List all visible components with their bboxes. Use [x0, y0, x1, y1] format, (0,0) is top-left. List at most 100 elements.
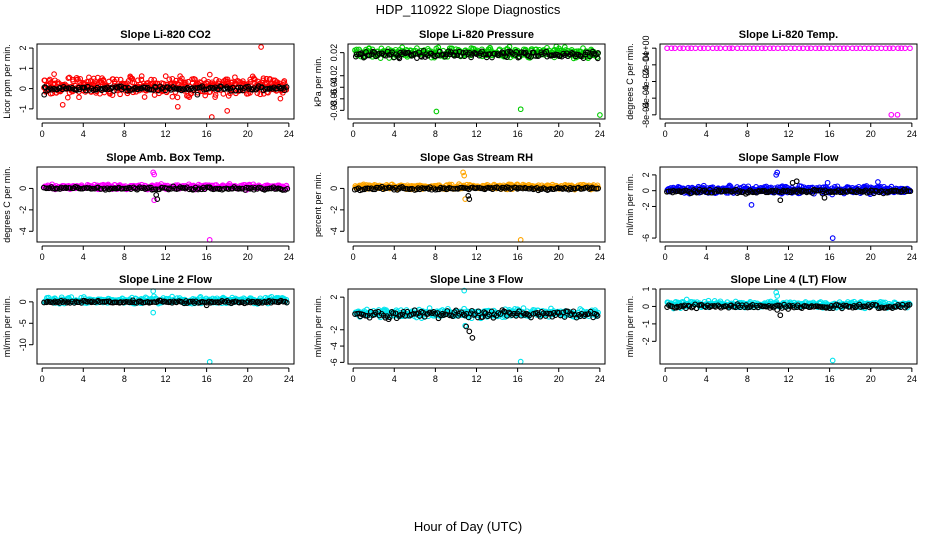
data-point	[807, 304, 814, 310]
x-tick-label: 12	[471, 129, 481, 139]
x-tick-label: 0	[40, 129, 45, 139]
data-point	[100, 77, 107, 83]
y-tick-label: -1	[641, 320, 651, 328]
panel-frame	[659, 43, 918, 120]
data-point	[189, 298, 196, 305]
data-point	[869, 301, 876, 308]
data-point	[135, 77, 141, 84]
x-tick-label: 20	[243, 129, 253, 139]
data-point	[206, 71, 213, 78]
data-point	[504, 54, 510, 61]
data-point	[907, 45, 913, 52]
data-point	[685, 45, 691, 52]
outlier-point	[461, 287, 468, 294]
data-point	[126, 184, 133, 191]
data-point	[73, 74, 80, 81]
x-tick-label: 20	[554, 129, 564, 139]
data-point	[55, 79, 61, 85]
y-tick-label: -2	[641, 337, 651, 345]
data-point	[49, 90, 56, 97]
x-tick-label: 12	[160, 252, 170, 262]
x-tick-label: 12	[160, 374, 170, 384]
data-point	[513, 49, 520, 55]
data-point	[898, 45, 905, 52]
data-point	[763, 189, 769, 196]
data-point	[362, 185, 369, 192]
data-point	[886, 45, 893, 52]
data-point	[366, 185, 372, 192]
data-point	[420, 48, 427, 54]
data-point	[474, 185, 481, 191]
panel-frame	[659, 166, 918, 243]
data-point	[853, 45, 860, 52]
outlier-point	[777, 312, 784, 319]
data-point	[260, 75, 267, 82]
data-point	[281, 78, 288, 84]
panel-frame	[347, 166, 606, 243]
x-axis: 0 4 8 12 16 20 24	[663, 367, 917, 384]
data-point	[138, 73, 145, 79]
y-axis: -6 -2 0 2	[641, 172, 657, 242]
data-point	[582, 311, 589, 318]
outlier-point	[466, 196, 473, 202]
data-point	[906, 302, 913, 308]
x-tick-label: 4	[81, 252, 86, 262]
x-tick-label: 24	[907, 252, 917, 262]
outlier-point	[777, 197, 784, 204]
data-point	[182, 79, 189, 86]
data-point	[169, 93, 176, 100]
x-tick-label: 12	[783, 252, 793, 262]
data-point	[483, 51, 489, 58]
data-point	[709, 189, 716, 196]
outlier-point	[59, 101, 66, 108]
x-tick-label: 4	[392, 374, 397, 384]
data-point	[103, 298, 110, 305]
x-tick-label: 20	[866, 374, 876, 384]
data-point	[711, 303, 718, 309]
outlier-point	[466, 328, 473, 335]
data-point	[151, 77, 158, 83]
panel-title: Slope Li-820 Temp.	[739, 29, 838, 41]
data-point	[668, 45, 675, 52]
data-point	[261, 187, 268, 193]
y-tick-label: -0.04	[329, 77, 339, 98]
data-point	[504, 49, 511, 55]
data-point	[426, 309, 433, 316]
data-point	[138, 185, 145, 192]
data-point	[232, 298, 239, 305]
data-point	[481, 309, 488, 315]
data-point	[432, 186, 439, 193]
x-tick-label: 24	[284, 374, 294, 384]
data-point	[174, 94, 181, 101]
data-point	[54, 185, 61, 192]
outlier-point	[461, 172, 468, 179]
data-point	[84, 185, 91, 191]
data-point	[232, 74, 238, 81]
data-point	[593, 311, 600, 318]
series-mean	[664, 178, 914, 204]
data-point	[101, 185, 107, 192]
y-axis: -0.08-0.06-0.04-0.02 0.02	[329, 44, 345, 121]
y-tick-label: -2	[641, 202, 651, 210]
data-point	[94, 84, 101, 91]
x-tick-label: 4	[704, 374, 709, 384]
data-point	[681, 302, 688, 309]
y-tick-label: 2	[329, 295, 339, 300]
series-raw	[352, 287, 601, 365]
panel-title: Slope Line 2 Flow	[119, 274, 212, 286]
data-point	[51, 71, 57, 77]
data-point	[77, 75, 84, 82]
data-point	[475, 308, 482, 315]
y-axis: -4 -2 0	[18, 186, 34, 235]
data-point	[804, 45, 811, 52]
data-point	[903, 303, 910, 309]
panel-points	[41, 288, 290, 365]
series-mean	[41, 297, 290, 309]
x-tick-label: 4	[392, 129, 397, 139]
data-point	[376, 50, 383, 57]
x-tick-label: 0	[663, 129, 668, 139]
x-axis: 0 4 8 12 16 20 24	[351, 245, 605, 262]
